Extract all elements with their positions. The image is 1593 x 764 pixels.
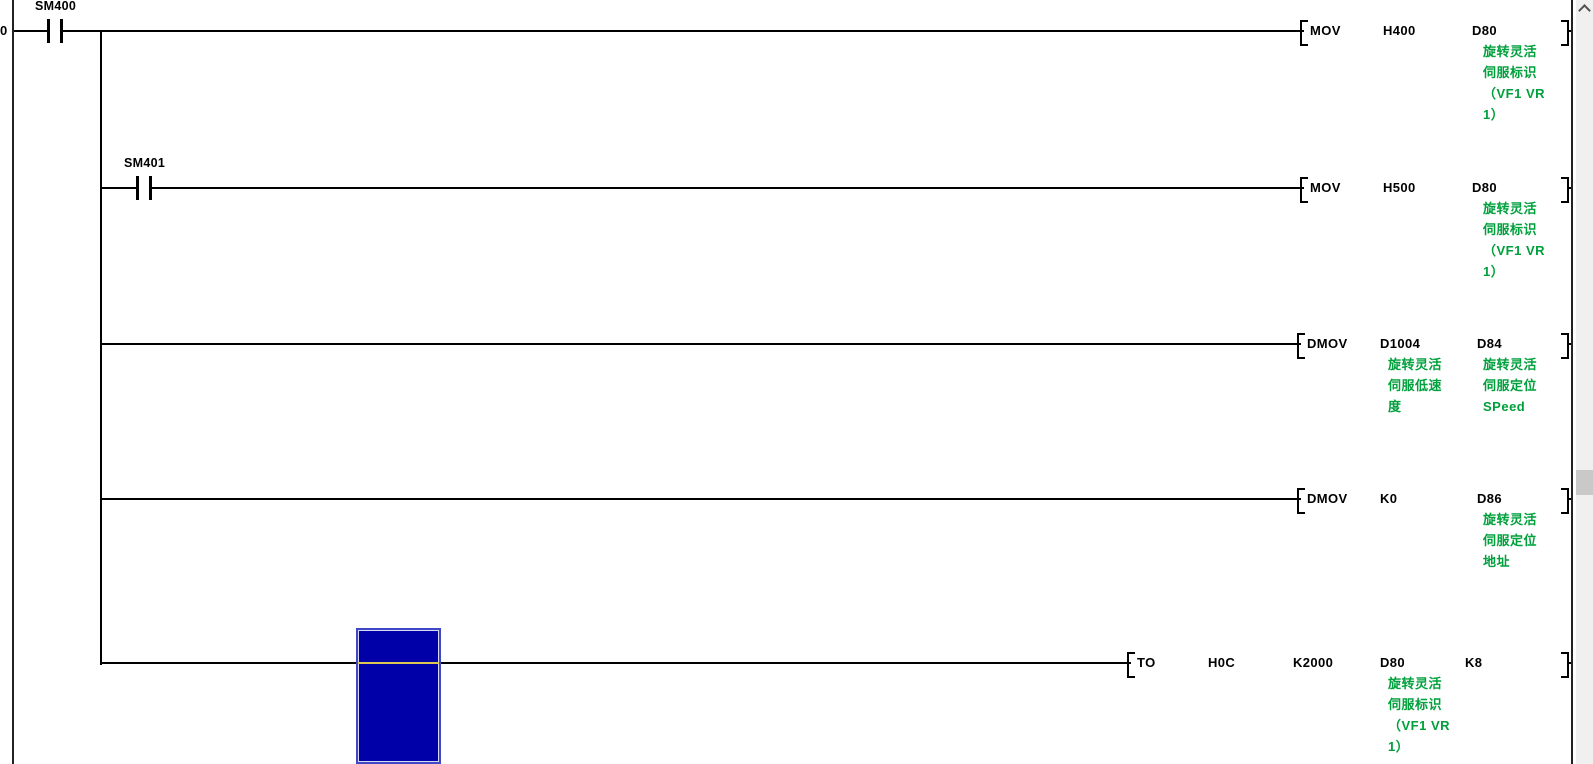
instruction-mnemonic[interactable]: DMOV <box>1307 491 1348 506</box>
device-comment-line: （VF1 VR <box>1483 86 1546 101</box>
instruction-mnemonic[interactable]: DMOV <box>1307 336 1348 351</box>
vertical-scrollbar[interactable] <box>1576 0 1593 764</box>
instruction-mnemonic[interactable]: TO <box>1137 655 1156 670</box>
rung-wire <box>1567 498 1571 500</box>
operand-text[interactable]: D80 <box>1472 23 1498 38</box>
operand-text[interactable]: D86 <box>1477 491 1503 506</box>
operand-text[interactable]: H400 <box>1383 23 1416 38</box>
contact-device-label: SM400 <box>35 0 77 13</box>
device-comment-line: 1） <box>1483 264 1505 279</box>
instruction-close-bracket <box>1561 20 1569 46</box>
rung-wire <box>63 30 1304 32</box>
operand-text[interactable]: D1004 <box>1380 336 1421 351</box>
device-comment-line: （VF1 VR <box>1483 243 1546 258</box>
device-comment-line: 1） <box>1483 107 1505 122</box>
device-comment-line: 伺服标识 <box>1483 222 1538 237</box>
instruction-open-bracket <box>1297 488 1305 514</box>
scrollbar-thumb[interactable] <box>1576 470 1593 495</box>
no-contact-bar[interactable] <box>60 19 63 43</box>
device-comment-line: 旋转灵活 <box>1483 201 1538 216</box>
operand-text[interactable]: H500 <box>1383 180 1416 195</box>
operand-text[interactable]: D80 <box>1472 180 1498 195</box>
rung-wire <box>100 343 1301 345</box>
device-comment-line: 伺服低速 <box>1388 378 1443 393</box>
scrollbar-up-button[interactable] <box>1576 0 1593 17</box>
rung-wire <box>152 187 1304 189</box>
operand-text[interactable]: D84 <box>1477 336 1503 351</box>
branch-wire <box>100 31 102 665</box>
rung-wire <box>1567 343 1571 345</box>
device-comment-line: 伺服定位 <box>1483 378 1538 393</box>
rung-wire <box>100 187 136 189</box>
device-comment-line: 度 <box>1388 399 1402 414</box>
edit-cursor[interactable] <box>356 628 441 764</box>
device-comment-line: SPeed <box>1483 399 1526 414</box>
rung-wire <box>100 662 1131 664</box>
operand-text[interactable]: D80 <box>1380 655 1406 670</box>
rung-wire <box>100 498 1301 500</box>
instruction-mnemonic[interactable]: MOV <box>1310 180 1341 195</box>
device-comment-line: 伺服标识 <box>1388 697 1443 712</box>
device-comment-line: 1） <box>1388 739 1410 754</box>
device-comment-line: 地址 <box>1483 554 1511 569</box>
instruction-open-bracket <box>1127 652 1135 678</box>
rung-number: 0 <box>0 23 8 38</box>
instruction-open-bracket <box>1300 177 1308 203</box>
rung-wire <box>1567 187 1571 189</box>
instruction-mnemonic[interactable]: MOV <box>1310 23 1341 38</box>
instruction-open-bracket <box>1300 20 1308 46</box>
no-contact-bar[interactable] <box>149 176 152 200</box>
edit-cursor-inner-border <box>358 630 439 762</box>
operand-text[interactable]: K0 <box>1380 491 1398 506</box>
device-comment-line: 伺服标识 <box>1483 65 1538 80</box>
instruction-close-bracket <box>1561 488 1569 514</box>
operand-text[interactable]: H0C <box>1208 655 1236 670</box>
cursor-wire-highlight <box>358 662 439 664</box>
device-comment-line: 旋转灵活 <box>1483 357 1538 372</box>
instruction-close-bracket <box>1561 652 1569 678</box>
device-comment-line: 伺服定位 <box>1483 533 1538 548</box>
no-contact-bar[interactable] <box>136 176 139 200</box>
rung-wire <box>14 30 47 32</box>
instruction-close-bracket <box>1561 177 1569 203</box>
right-power-rail <box>1571 0 1573 764</box>
no-contact-bar[interactable] <box>47 19 50 43</box>
rung-wire <box>1567 662 1571 664</box>
operand-text[interactable]: K2000 <box>1293 655 1334 670</box>
device-comment-line: 旋转灵活 <box>1388 357 1443 372</box>
operand-text[interactable]: K8 <box>1465 655 1483 670</box>
instruction-open-bracket <box>1297 333 1305 359</box>
instruction-close-bracket <box>1561 333 1569 359</box>
device-comment-line: 旋转灵活 <box>1483 44 1538 59</box>
left-power-rail <box>12 0 14 764</box>
device-comment-line: 旋转灵活 <box>1388 676 1443 691</box>
chevron-up-icon <box>1578 4 1591 17</box>
contact-device-label: SM401 <box>124 156 166 170</box>
device-comment-line: 旋转灵活 <box>1483 512 1538 527</box>
rung-wire <box>1567 30 1571 32</box>
device-comment-line: （VF1 VR <box>1388 718 1451 733</box>
